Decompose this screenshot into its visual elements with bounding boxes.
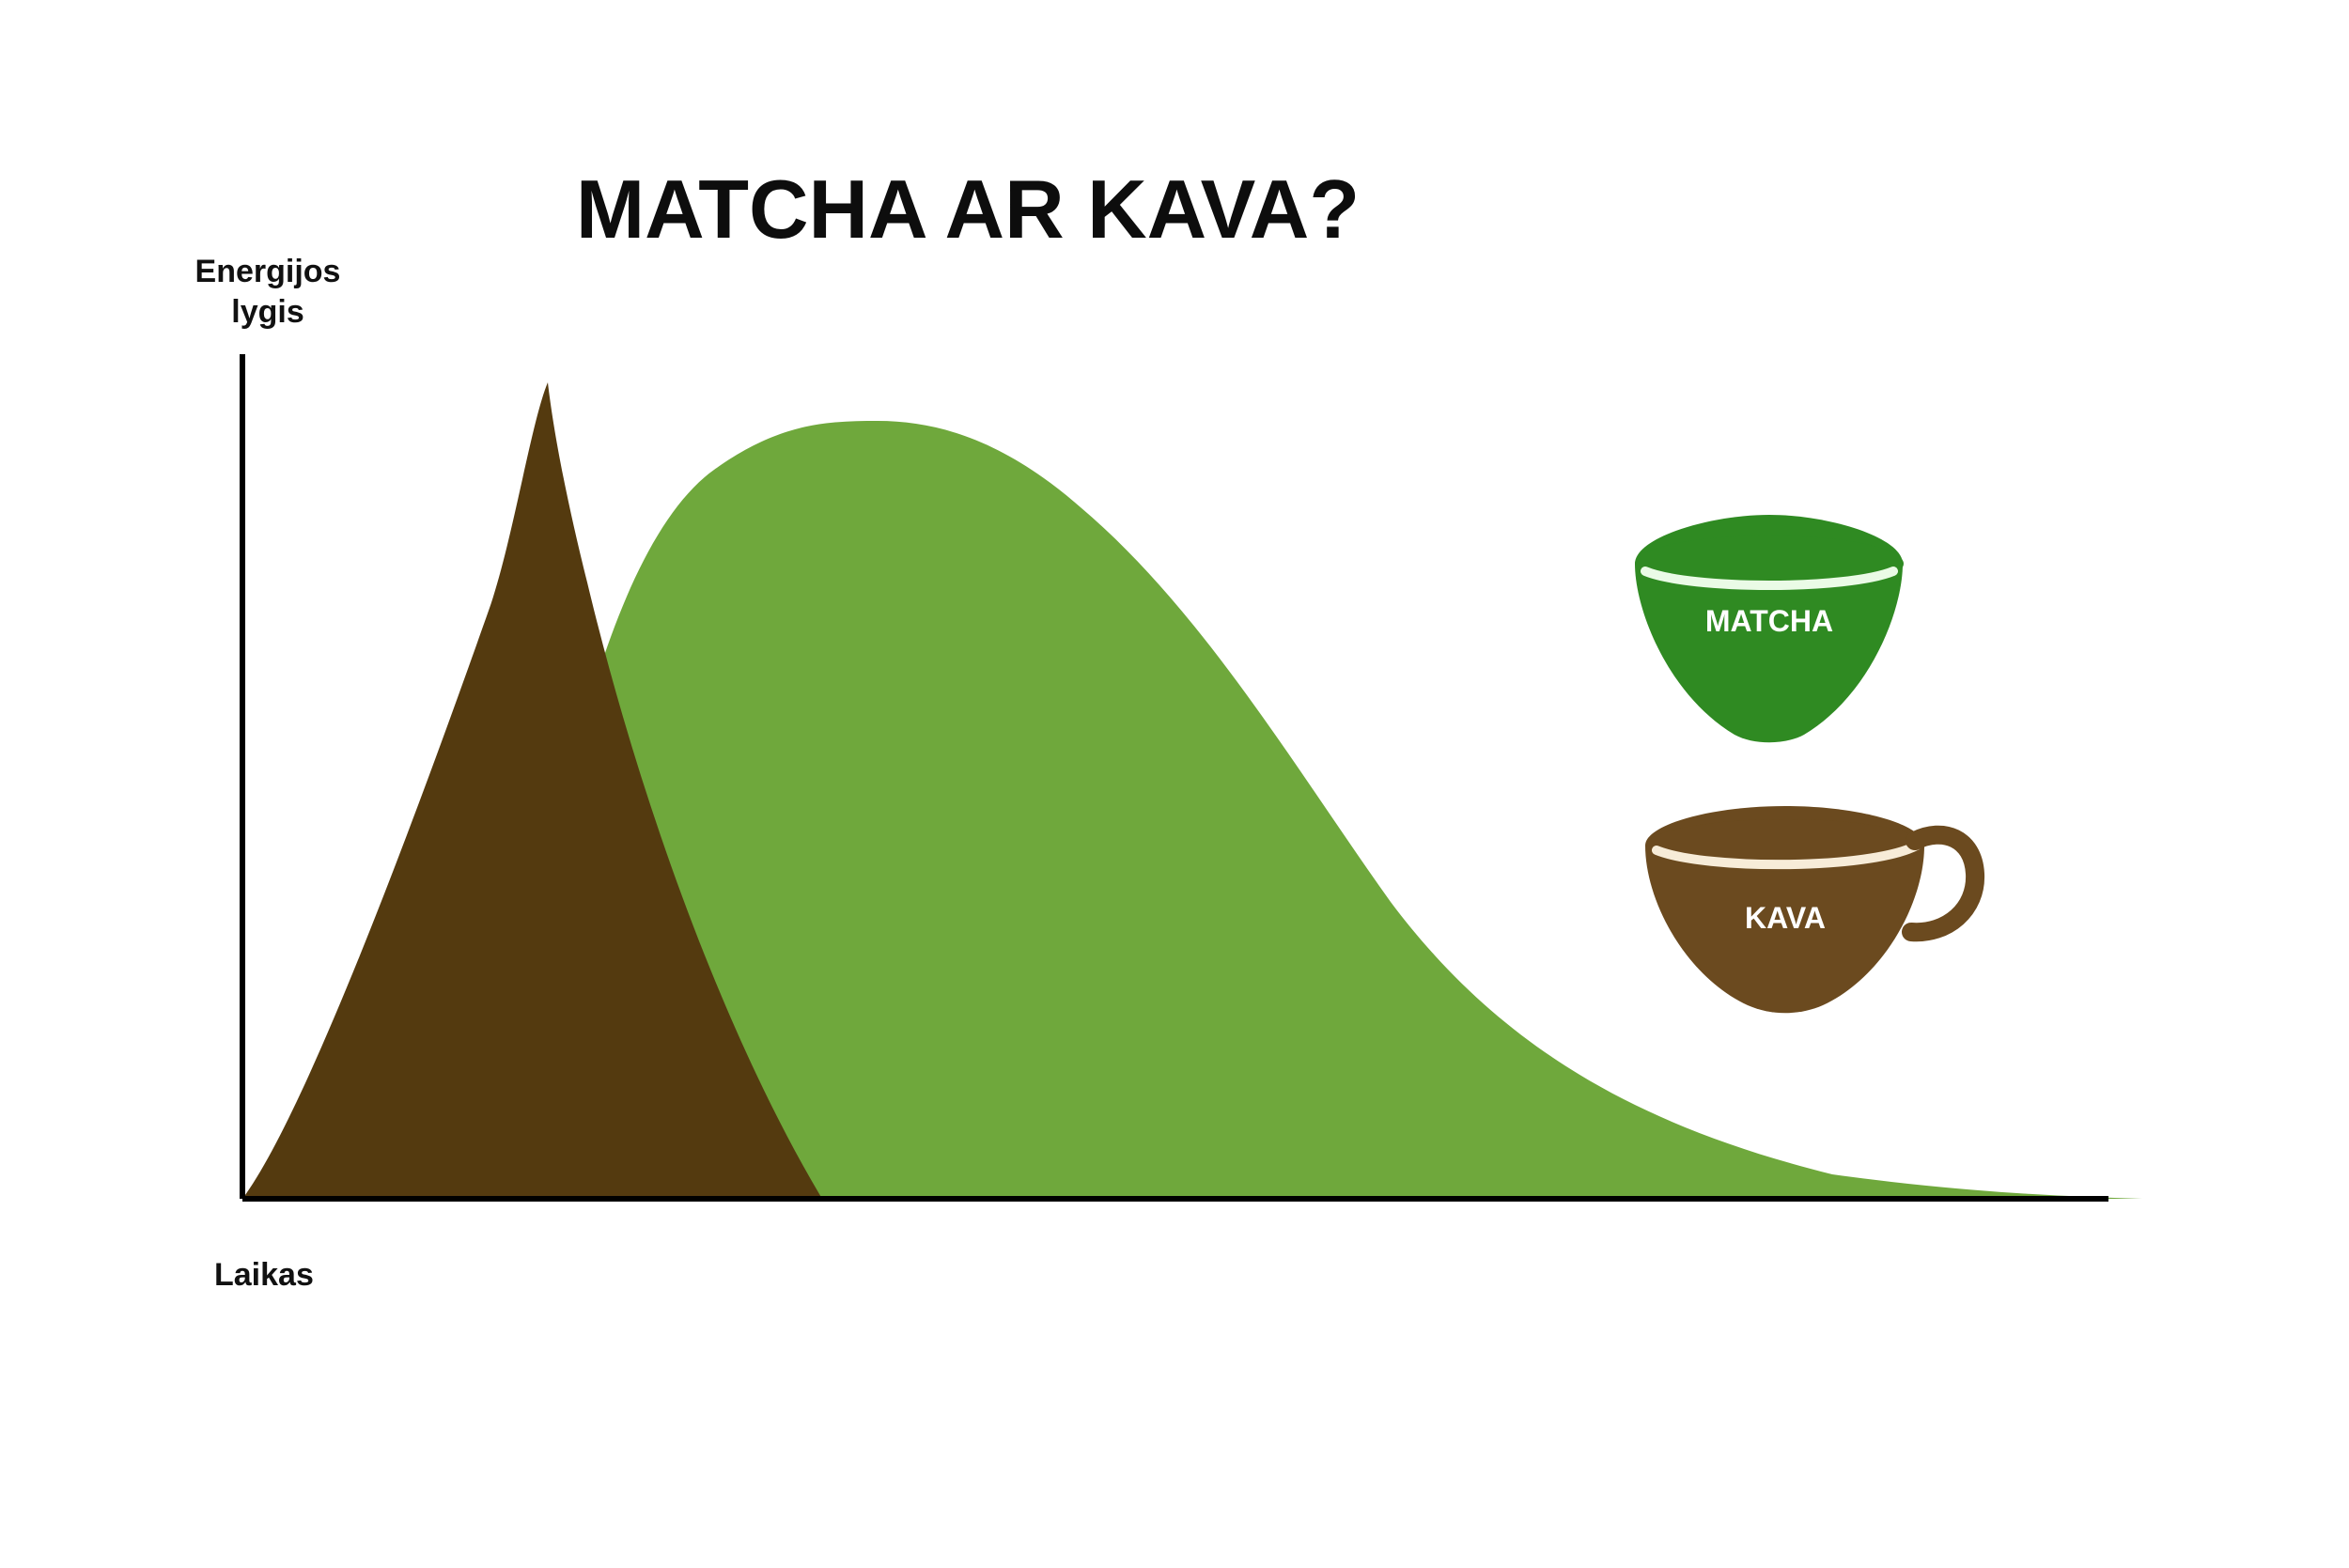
svg-text:MATCHA: MATCHA [1705, 604, 1833, 638]
svg-text:KAVA: KAVA [1745, 901, 1826, 935]
